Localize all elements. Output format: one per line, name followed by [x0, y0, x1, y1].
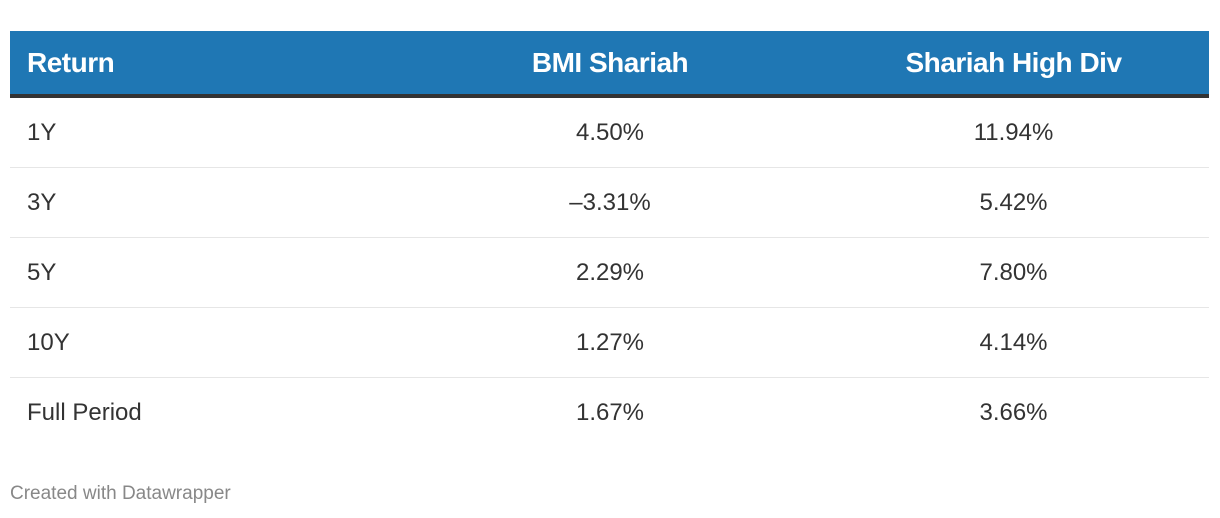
column-header-shariah-high-div: Shariah High Div [818, 31, 1209, 98]
cell-shariah-high-div: 3.66% [979, 398, 1048, 426]
table-row: 5Y 2.29% 7.80% [10, 237, 1209, 308]
table-row: Full Period 1.67% 3.66% [10, 378, 1209, 448]
cell-shariah-high-div: 5.42% [818, 167, 1209, 238]
row-label: Full Period [27, 398, 142, 426]
datawrapper-credit: Created with Datawrapper [10, 483, 231, 504]
column-header-bmi-shariah: BMI Shariah [402, 31, 818, 98]
cell-shariah-high-div: 11.94% [818, 96, 1209, 168]
cell-bmi-shariah: 1.67% [575, 398, 645, 426]
table-row: 3Y –3.31% 5.42% [10, 167, 1209, 238]
cell-bmi-shariah: 4.50% [402, 96, 818, 168]
row-label: 1Y [10, 96, 402, 168]
table-header-row: Return BMI Shariah Shariah High Div [10, 31, 1209, 98]
cell-bmi-shariah: –3.31% [402, 167, 818, 238]
row-label: 5Y [10, 237, 402, 308]
returns-table: Return BMI Shariah Shariah High Div 1Y 4… [10, 31, 1209, 447]
row-label: 3Y [10, 167, 402, 238]
column-header-return: Return [10, 31, 402, 98]
table-row: 10Y 1.27% 4.14% [10, 307, 1209, 378]
cell-shariah-high-div: 4.14% [818, 307, 1209, 378]
cell-shariah-high-div: 7.80% [818, 237, 1209, 308]
returns-table-container: Return BMI Shariah Shariah High Div 1Y 4… [10, 31, 1209, 447]
table-row: 1Y 4.50% 11.94% [10, 96, 1209, 168]
row-label: 10Y [10, 307, 402, 378]
cell-bmi-shariah: 2.29% [402, 237, 818, 308]
cell-bmi-shariah: 1.27% [402, 307, 818, 378]
